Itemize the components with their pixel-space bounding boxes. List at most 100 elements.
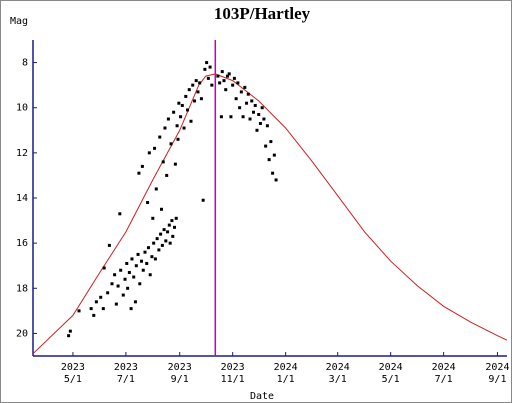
observation: [173, 225, 177, 229]
x-tick-label: 2024 7/1: [432, 362, 456, 385]
observation: [199, 97, 203, 101]
observation: [175, 124, 179, 128]
observation: [166, 230, 170, 234]
observation: [107, 243, 111, 247]
y-tick-label: 20: [16, 328, 28, 339]
observation: [196, 90, 200, 94]
observation: [262, 117, 266, 121]
observation: [265, 124, 269, 128]
x-tick-label: 2024 9/1: [485, 362, 509, 385]
observation: [167, 223, 171, 227]
observation: [179, 115, 183, 119]
observation: [264, 144, 268, 148]
observation: [198, 81, 202, 85]
observation: [255, 128, 259, 132]
observation: [136, 252, 140, 256]
observation: [148, 273, 152, 277]
observation: [191, 83, 195, 87]
observation: [119, 268, 123, 272]
observation: [89, 307, 93, 311]
observation: [176, 137, 180, 141]
observation: [216, 74, 220, 78]
observation: [126, 286, 130, 290]
x-tick-label-line: 3/1: [329, 374, 347, 385]
x-tick-label-line: 1/1: [277, 374, 295, 385]
observation: [146, 246, 150, 250]
observation: [152, 241, 156, 245]
observation: [67, 334, 71, 338]
observation: [206, 76, 210, 80]
observation: [141, 268, 145, 272]
x-tick-label-line: 2023: [168, 362, 192, 373]
observation: [243, 85, 247, 89]
observation: [208, 65, 212, 69]
x-tick-label: 2024 3/1: [326, 362, 350, 385]
observation: [160, 243, 164, 247]
observation: [121, 293, 125, 297]
x-tick-label-line: 2024: [379, 362, 403, 373]
observation: [150, 255, 154, 259]
observation: [133, 300, 137, 304]
observation: [159, 207, 163, 211]
observation: [257, 112, 261, 116]
observation: [269, 140, 273, 144]
observation: [222, 79, 226, 83]
observation: [187, 88, 191, 92]
observation: [157, 248, 161, 252]
observation: [165, 173, 169, 177]
x-tick-label: 2023 7/1: [114, 362, 138, 385]
observation: [253, 103, 257, 107]
observation: [220, 70, 224, 74]
observation: [101, 307, 105, 311]
x-tick-label-line: 2024: [485, 362, 509, 373]
observation: [252, 110, 256, 114]
observation: [129, 307, 133, 311]
observation: [173, 162, 177, 166]
observation: [267, 158, 271, 162]
observation: [274, 178, 278, 182]
observation: [113, 273, 117, 277]
x-tick-label-line: 5/1: [382, 374, 400, 385]
x-tick-label-line: 2023: [221, 362, 245, 373]
observation: [114, 302, 118, 306]
observation: [145, 261, 149, 265]
observation: [151, 216, 155, 220]
observation: [94, 300, 98, 304]
observation: [171, 234, 175, 238]
x-tick-label: 2023 11/1: [221, 362, 245, 385]
observation: [118, 212, 122, 216]
observation: [159, 232, 163, 236]
x-tick-label-line: 2024: [432, 362, 456, 373]
observation: [123, 277, 127, 281]
observation: [231, 83, 235, 87]
observation: [227, 72, 231, 76]
y-tick-label: 18: [16, 283, 28, 294]
x-tick-label-line: 9/1: [488, 374, 506, 385]
y-tick-label: 14: [16, 193, 28, 204]
observation: [68, 329, 72, 333]
observation: [170, 219, 174, 223]
observation: [234, 97, 238, 101]
x-tick-label: 2023 5/1: [61, 362, 85, 385]
x-tick-label: 2024 5/1: [379, 362, 403, 385]
observation: [182, 126, 186, 130]
observation: [155, 237, 159, 241]
observation: [138, 282, 142, 286]
observation: [153, 257, 157, 261]
observation: [127, 270, 131, 274]
observation: [201, 198, 205, 202]
observation: [172, 110, 176, 114]
observation: [189, 119, 193, 123]
observation: [116, 284, 120, 288]
observation: [258, 122, 262, 126]
model-curve: [32, 73, 508, 355]
observation: [241, 115, 245, 119]
observation: [224, 88, 228, 92]
y-tick-label: 16: [16, 238, 28, 249]
observation: [162, 228, 166, 232]
observation: [232, 76, 236, 80]
observation: [219, 115, 223, 119]
observation: [134, 264, 138, 268]
x-tick-label-line: 2023: [61, 362, 85, 373]
